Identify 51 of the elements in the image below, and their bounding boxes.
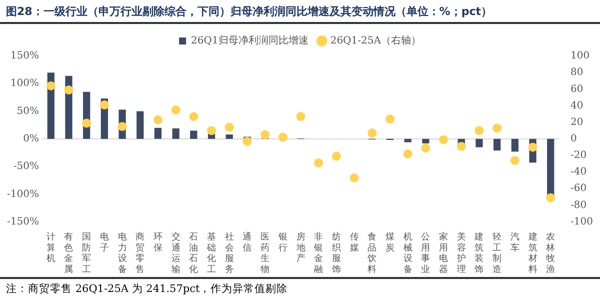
y2-tick-label: 80 [570,67,584,78]
x-tick-label: 机械设备 [403,232,412,275]
y2-tick-label: 40 [570,100,584,112]
x-tick-label: 基础化工 [206,232,216,275]
text: 注：商贸零售 26Q1-25A 为 241.57pct，作为异常值剔除 [0,277,600,299]
x-tick-label: 计算机 [46,232,56,264]
y-tick-label: 0% [23,133,39,144]
x-tick-label: 石油石化 [189,232,198,275]
x-tick-label: 电子 [100,232,109,254]
x-tick-label: 食品饮料 [366,232,377,275]
y2-tick-label: -80 [570,200,587,211]
x-tick-label: 汽车 [510,232,520,254]
x-tick-label: 通信 [242,232,252,254]
x-tick-label: 非银金融 [313,232,324,275]
x-tick-label: 有色金属 [64,232,74,275]
y-tick-label: -50% [13,161,39,172]
x-tick-label: 电力设备 [118,232,127,275]
x-tick-label: 煤炭 [385,232,394,254]
x-tick-label: 纺织服饰 [330,232,341,275]
y2-tick-label: 0 [570,133,577,144]
x-tick-label: 银行 [277,232,288,254]
y2-tick-label: -20 [570,150,587,162]
legend-label: 26Q1归母净利润同比增速 [191,34,308,47]
x-tick-label: 房地产 [295,232,306,264]
y-tick-label: 150% [10,50,39,62]
x-tick-label: 商贸零售 [136,232,145,275]
y2-tick-label: -100 [570,216,594,228]
x-tick-label: 交通运输 [171,232,180,275]
y2-tick-label: 20 [570,116,584,128]
x-tick-label: 传媒 [350,232,359,254]
x-tick-label: 轻工制造 [492,232,502,275]
x-tick-label: 美容护理 [456,232,466,275]
y2-tick-label: 100 [570,50,590,62]
y2-tick-label: -40 [570,166,587,178]
y-tick-label: -100% [7,188,39,200]
legend-label: 26Q1-25A（右轴） [330,34,421,47]
y2-tick-label: -60 [570,183,587,194]
x-tick-label: 环保 [153,232,162,254]
x-tick-label: 建筑装饰 [474,232,484,275]
y-tick-label: -150% [7,216,39,228]
x-tick-label: 公用事业 [421,232,430,275]
y2-tick-label: 60 [570,84,584,95]
x-tick-label: 建筑材料 [527,232,538,275]
x-tick-label: 农林牧渔 [545,232,556,275]
y-tick-label: 100% [10,78,39,90]
chart-title: 图28：一级行业（申万行业剔除综合，下同）归母净利润同比增速及其变动情况（单位：%；pct） [0,0,600,24]
x-tick-label: 家用电器 [439,232,448,275]
x-tick-label: 国防军工 [82,232,92,275]
y-tick-label: 50% [16,106,39,117]
x-tick-label: 医药生物 [260,232,270,275]
x-tick-label: 社会服务 [224,232,234,275]
